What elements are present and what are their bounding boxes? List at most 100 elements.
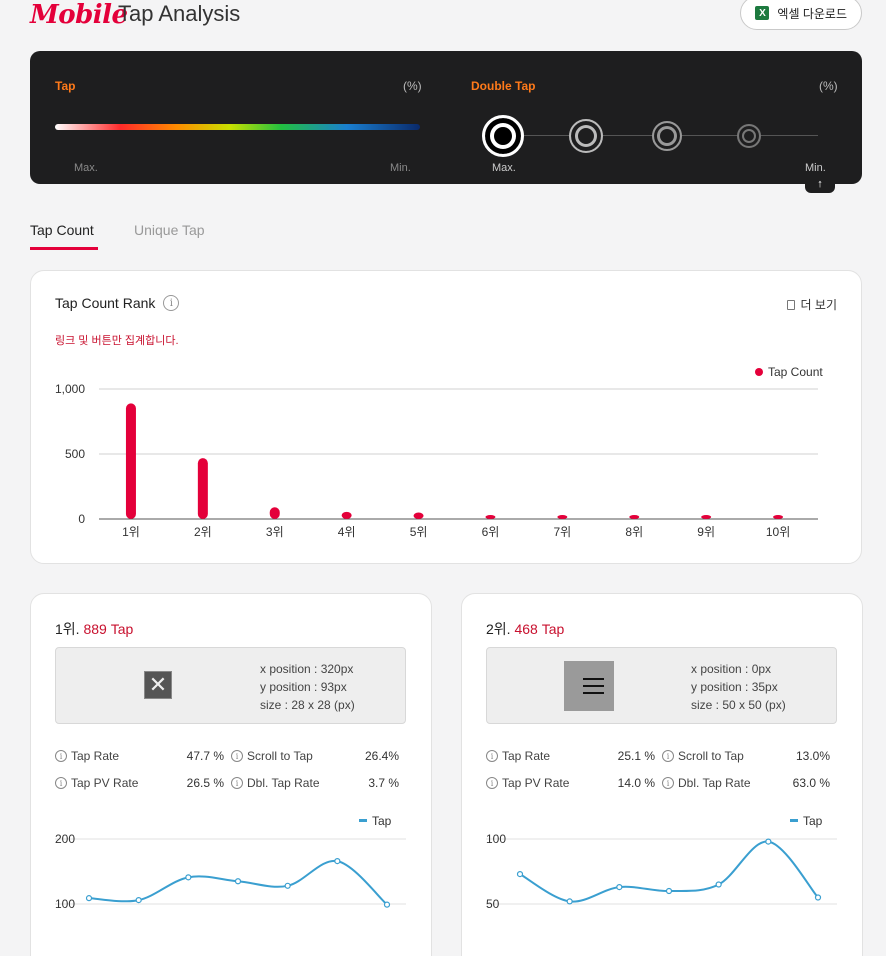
- y-tick-label: 1,000: [55, 382, 85, 396]
- element-preview: ✕ x position : 320px y position : 93px s…: [55, 647, 406, 724]
- detail-title: 1위. 889 Tap: [55, 619, 133, 639]
- detail-rank: 1위.: [55, 621, 80, 637]
- x-tick-label: 10위: [766, 525, 790, 539]
- stat-tap-pv-rate-value: 14.0 %: [617, 776, 655, 790]
- stat-tap-rate: i Tap Rate: [55, 749, 119, 763]
- tap-max-label: Max.: [74, 162, 98, 174]
- excel-icon: X: [755, 6, 770, 20]
- close-x-icon: ✕: [144, 671, 172, 699]
- info-icon[interactable]: i: [662, 750, 674, 762]
- x-tick-label: 4위: [338, 525, 356, 539]
- tab-tap-count[interactable]: Tap Count: [30, 222, 94, 238]
- stat-label: Tap Rate: [502, 749, 551, 763]
- data-point: [665, 887, 673, 895]
- stat-label: Scroll to Tap: [678, 749, 744, 763]
- info-icon[interactable]: i: [231, 777, 243, 789]
- x-tick-label: 2위: [194, 525, 212, 539]
- active-tab-indicator: [30, 247, 98, 250]
- aggregation-note: 링크 및 버튼만 집계합니다.: [55, 335, 179, 347]
- bar-6위: [485, 515, 496, 519]
- legend-dot: [755, 368, 763, 376]
- legend-label: Tap: [803, 814, 823, 828]
- double-tap-circle-mid: [652, 121, 682, 151]
- x-tick-label: 5위: [410, 525, 428, 539]
- stat-dbl-tap-rate-value: 63.0 %: [792, 776, 830, 790]
- legend-swatch: [359, 819, 367, 822]
- bar-4위: [341, 511, 352, 519]
- x-tick-label: 9위: [697, 525, 715, 539]
- info-icon[interactable]: i: [55, 750, 67, 762]
- info-icon[interactable]: i: [486, 777, 498, 789]
- stat-scroll-to-tap-value: 26.4%: [364, 749, 399, 763]
- stat-tap-pv-rate: i Tap PV Rate: [486, 776, 569, 790]
- x-tick-label: 7위: [553, 525, 571, 539]
- y-tick-label: 100: [486, 832, 506, 846]
- tab-unique-tap[interactable]: Unique Tap: [134, 222, 205, 238]
- collapse-arrow-up-icon[interactable]: ↑: [805, 177, 835, 193]
- bar-1위: [125, 403, 136, 519]
- detail-rank: 2위.: [486, 621, 511, 637]
- bar-10위: [773, 515, 784, 519]
- data-point: [566, 898, 573, 905]
- stat-label: Tap PV Rate: [71, 776, 139, 790]
- y-tick-label: 0: [78, 512, 85, 526]
- data-point: [284, 882, 291, 889]
- double-tap-circle-low: [737, 124, 761, 148]
- stat-label: Dbl. Tap Rate: [678, 776, 751, 790]
- double-tap-min-label: Min.: [805, 162, 826, 174]
- bar-9위: [701, 515, 712, 519]
- info-icon[interactable]: i: [55, 777, 67, 789]
- data-point: [185, 874, 192, 881]
- rank-title-text: Tap Count Rank: [55, 295, 156, 311]
- element-size: size : 28 x 28 (px): [260, 698, 355, 712]
- detail-title: 2위. 468 Tap: [486, 619, 564, 639]
- x-tick-label: 1위: [122, 525, 140, 539]
- info-icon[interactable]: i: [662, 777, 674, 789]
- double-tap-max-label: Max.: [492, 162, 516, 174]
- tap-count-rank-card: Tap Count Rank i 더 보기 링크 및 버튼만 집계합니다. 1,…: [30, 270, 862, 564]
- y-tick-label: 50: [486, 897, 500, 911]
- data-point: [334, 857, 341, 865]
- element-preview: x position : 0px y position : 35px size …: [486, 647, 837, 724]
- stat-dbl-tap-rate: i Dbl. Tap Rate: [231, 776, 320, 790]
- stat-tap-rate-value: 47.7 %: [186, 749, 224, 763]
- x-tick-label: 6위: [482, 525, 500, 539]
- data-point: [135, 896, 142, 904]
- excel-download-button[interactable]: X 엑셀 다운로드: [740, 0, 862, 30]
- bar-2위: [197, 458, 208, 519]
- y-tick-label: 100: [55, 897, 75, 911]
- y-tick-label: 200: [55, 832, 75, 846]
- data-point: [85, 895, 93, 902]
- double-tap-legend-label: Double Tap: [471, 79, 536, 93]
- position-info: x position : 0px y position : 35px size …: [691, 660, 786, 714]
- hamburger-menu-icon: [564, 661, 614, 711]
- rank-bar-chart: 1,000 500 0 1위 2위 3위 4위 5위 6위 7위 8위 9위 10위 Tap Count: [55, 365, 823, 539]
- stat-label: Scroll to Tap: [247, 749, 313, 763]
- document-icon: [786, 299, 795, 310]
- stat-label: Tap Rate: [71, 749, 120, 763]
- stat-scroll-to-tap: i Scroll to Tap: [662, 749, 744, 763]
- legend-swatch: [790, 819, 798, 822]
- brand-logo: Mobile: [30, 0, 128, 30]
- info-icon[interactable]: i: [486, 750, 498, 762]
- page-title: Tap Analysis: [118, 1, 241, 26]
- data-point: [516, 870, 524, 878]
- bar-5위: [413, 512, 424, 519]
- data-point: [383, 901, 391, 908]
- stat-tap-rate: i Tap Rate: [486, 749, 550, 763]
- double-tap-circle-high: [569, 119, 603, 153]
- tap-legend-unit: (%): [403, 79, 422, 93]
- info-icon[interactable]: i: [163, 295, 180, 311]
- x-tick-label: 8위: [625, 525, 643, 539]
- info-icon[interactable]: i: [231, 750, 243, 762]
- more-button[interactable]: 더 보기: [786, 296, 837, 313]
- rank-detail-card-2: 2위. 468 Tap x position : 0px y position …: [461, 593, 863, 956]
- tap-min-label: Min.: [390, 162, 411, 174]
- y-position: y position : 35px: [691, 680, 778, 694]
- rank-detail-card-1: 1위. 889 Tap ✕ x position : 320px y posit…: [30, 593, 432, 956]
- y-position: y position : 93px: [260, 680, 347, 694]
- data-point: [616, 883, 623, 891]
- position-info: x position : 320px y position : 93px siz…: [260, 660, 355, 714]
- tap-legend-label: Tap: [55, 79, 76, 93]
